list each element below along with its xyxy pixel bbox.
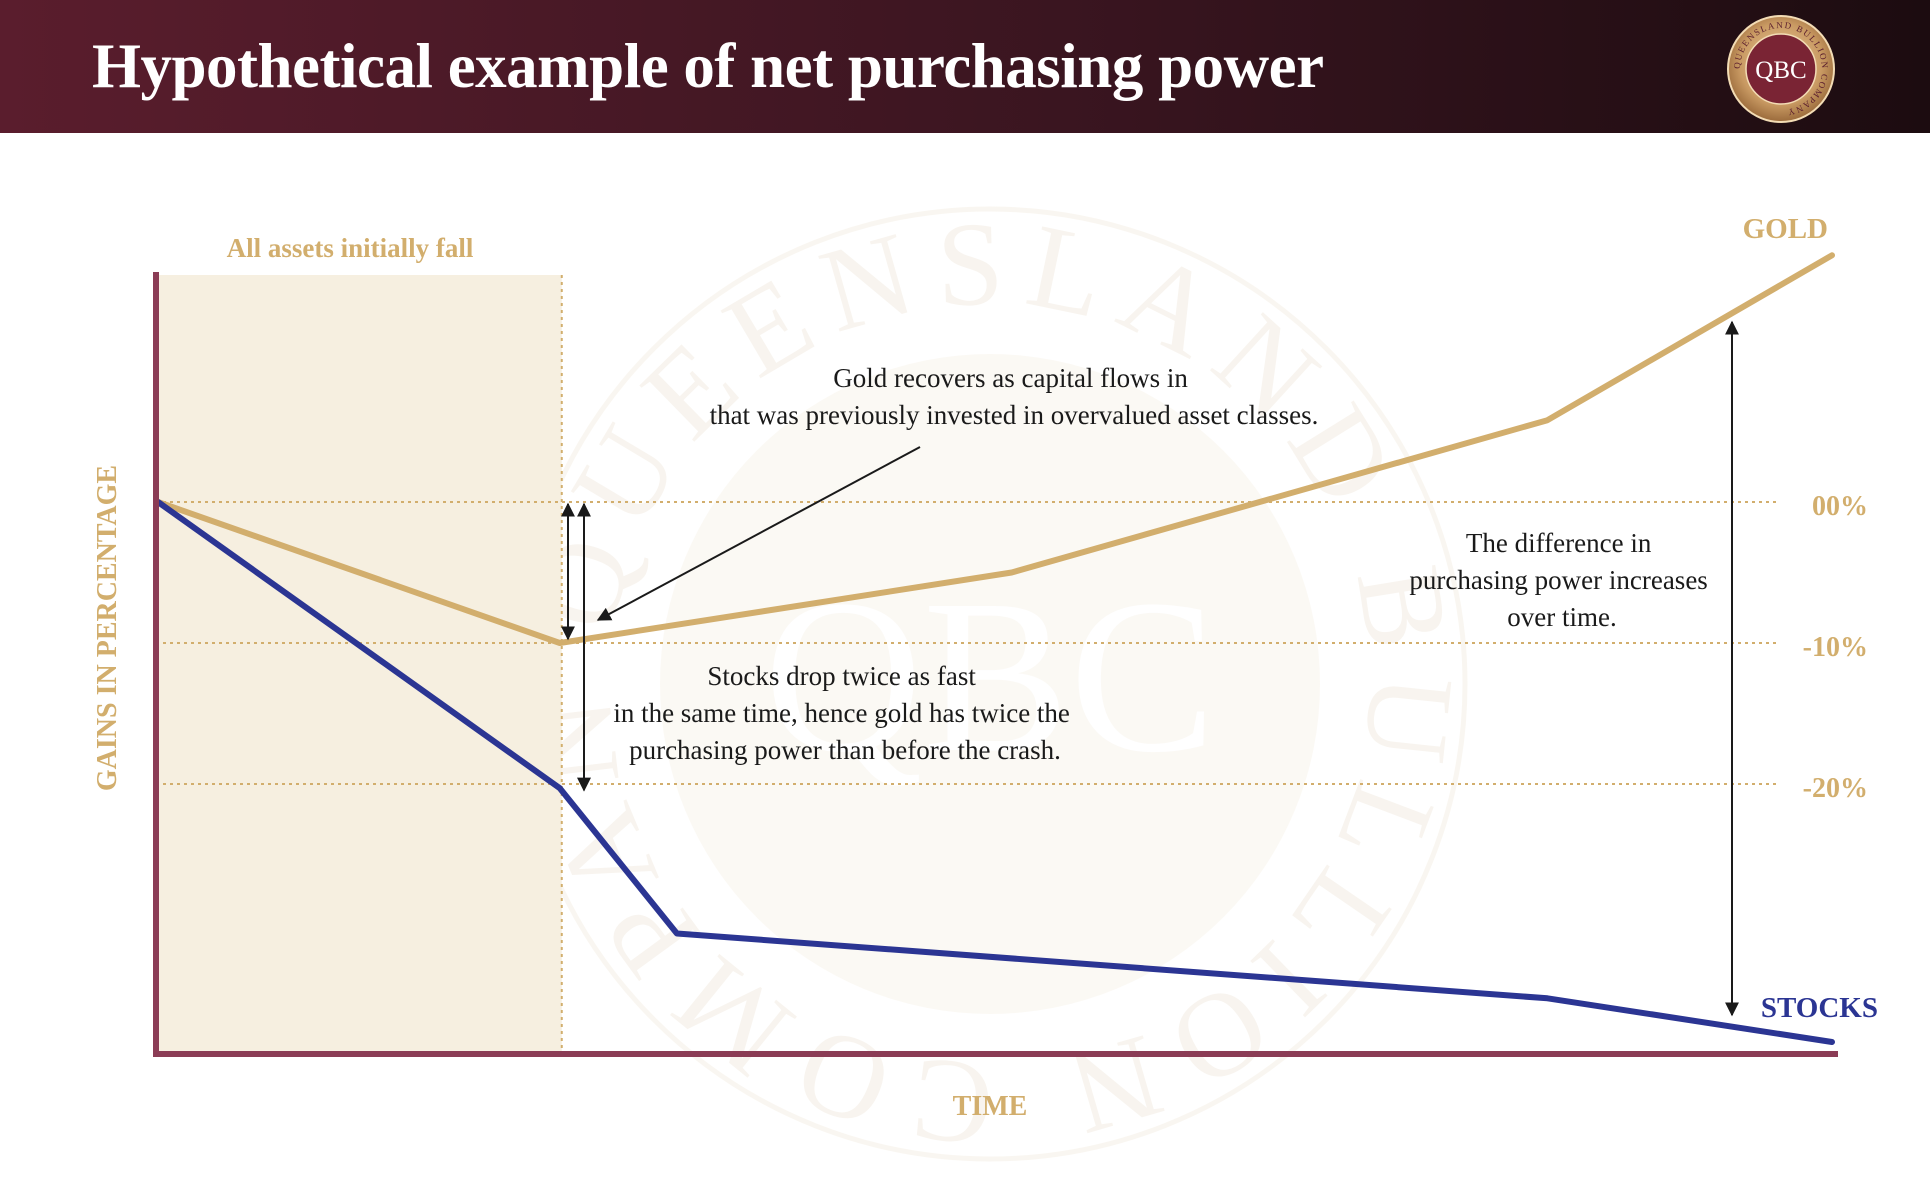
watermark-monogram: QBC xyxy=(764,554,1216,798)
arrow-gold-recovers xyxy=(596,446,921,621)
y-tick-labels: 00% -10% -20% xyxy=(1803,491,1868,804)
annotation-line: Stocks drop twice as fast xyxy=(707,661,976,691)
y-axis-label: GAINS IN PERCENTAGE xyxy=(92,465,123,791)
shaded-region-label: All assets initially fall xyxy=(227,233,474,263)
annotation-difference: The difference in purchasing power incre… xyxy=(1409,528,1714,632)
annotation-line: over time. xyxy=(1507,602,1616,632)
series-labels: GOLD STOCKS xyxy=(1743,213,1878,1024)
annotation-line: Gold recovers as capital flows in xyxy=(833,363,1188,393)
x-axis-label: TIME xyxy=(953,1091,1028,1122)
logo-monogram: QBC xyxy=(1755,57,1806,84)
y-tick-label: -20% xyxy=(1803,773,1868,804)
annotation-line: purchasing power than before the crash. xyxy=(629,735,1061,765)
annotation-line: that was previously invested in overvalu… xyxy=(710,400,1319,430)
annotation-line: The difference in xyxy=(1466,528,1652,558)
annotation-arrows xyxy=(561,320,1739,1017)
annotation-line: in the same time, hence gold has twice t… xyxy=(613,698,1070,728)
y-tick-label: 00% xyxy=(1812,491,1868,522)
series-label-stocks: STOCKS xyxy=(1761,992,1878,1024)
shaded-region xyxy=(156,275,562,1054)
annotation-line: purchasing power increases xyxy=(1409,565,1707,595)
header-bar: Hypothetical example of net purchasing p… xyxy=(0,0,1930,133)
page-title: Hypothetical example of net purchasing p… xyxy=(92,31,1324,101)
chart-area: QUEENSLAND BULLION COMPANY QBC All asset… xyxy=(0,133,1878,1173)
qbc-logo: QUEENSLAND BULLION COMPANY QBC xyxy=(1727,15,1835,123)
y-tick-label: -10% xyxy=(1803,632,1868,663)
annotation-gold-recovers: Gold recovers as capital flows in that w… xyxy=(710,363,1319,430)
annotation-stocks-drop: Stocks drop twice as fast in the same ti… xyxy=(613,661,1076,765)
series-label-gold: GOLD xyxy=(1743,213,1828,245)
